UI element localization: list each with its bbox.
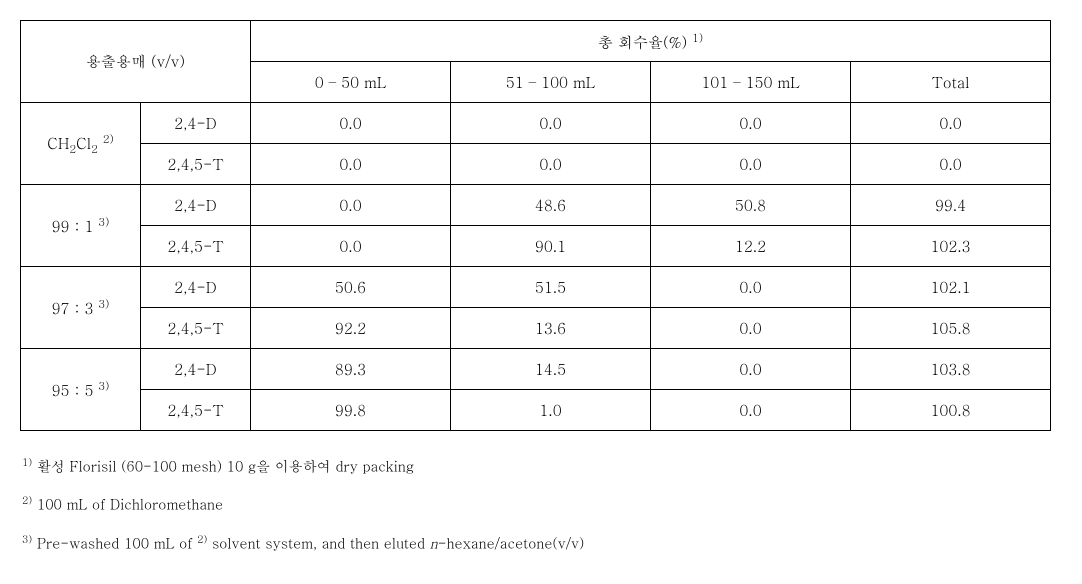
footnote-3-post: solvent system, and then eluted (207, 532, 429, 552)
footnote-1-text: 활성 Florisil (60-100 mesh) 10 g을 이용하여 dry… (32, 456, 414, 476)
value-cell-f2: 13.6 (451, 308, 651, 349)
value-cell-f1: 0.0 (251, 226, 451, 267)
solvent-sup: 3) (98, 296, 109, 312)
value-cell-f3: 0.0 (651, 390, 851, 431)
compound-cell: 2,4-D (141, 349, 251, 390)
value-cell-total: 102.3 (851, 226, 1051, 267)
footnote-3-tail: -hexane/acetone(v/v) (438, 532, 585, 552)
value-cell-f2: 1.0 (451, 390, 651, 431)
value-cell-total: 100.8 (851, 390, 1051, 431)
compound-cell: 2,4-D (141, 185, 251, 226)
value-cell-f3: 12.2 (651, 226, 851, 267)
footnote-3-mid-sup: 2) (197, 531, 207, 546)
footnote-3: 3) Pre-washed 100 mL of 2) solvent syste… (22, 526, 1062, 560)
header-solvent: 용출용매 (v/v) (21, 21, 251, 103)
footnote-2-sup: 2) (22, 492, 32, 507)
value-cell-f3: 0.0 (651, 349, 851, 390)
value-cell-total: 105.8 (851, 308, 1051, 349)
value-cell-f1: 89.3 (251, 349, 451, 390)
solvent-label: 99 : 1 (52, 216, 99, 237)
footnote-3-pre: Pre-washed 100 mL of (32, 532, 197, 552)
value-cell-f3: 50.8 (651, 185, 851, 226)
solvent-cell: 97 : 3 3) (21, 267, 141, 349)
value-cell-total: 99.4 (851, 185, 1051, 226)
solvent-sup: 3) (98, 214, 109, 230)
value-cell-f2: 90.1 (451, 226, 651, 267)
value-cell-total: 0.0 (851, 103, 1051, 144)
header-fraction-1: 0 – 50 mL (251, 62, 451, 103)
value-cell-f3: 0.0 (651, 144, 851, 185)
recovery-table: 용출용매 (v/v)총 회수율(%) 1)0 – 50 mL51 – 100 m… (20, 20, 1051, 431)
header-fraction-3: 101 – 150 mL (651, 62, 851, 103)
footnote-2: 2) 100 mL of Dichloromethane (22, 487, 1062, 521)
compound-cell: 2,4,5-T (141, 226, 251, 267)
solvent-label: 97 : 3 (52, 298, 99, 319)
value-cell-f1: 99.8 (251, 390, 451, 431)
value-cell-f1: 92.2 (251, 308, 451, 349)
solvent-cell: 95 : 5 3) (21, 349, 141, 431)
footnote-3-sup: 3) (22, 531, 32, 546)
value-cell-f1: 0.0 (251, 103, 451, 144)
value-cell-f1: 50.6 (251, 267, 451, 308)
compound-cell: 2,4-D (141, 103, 251, 144)
solvent-sup: 2) (103, 131, 114, 147)
footnote-2-text: 100 mL of Dichloromethane (32, 494, 223, 514)
value-cell-f1: 0.0 (251, 144, 451, 185)
compound-cell: 2,4-D (141, 267, 251, 308)
value-cell-f2: 14.5 (451, 349, 651, 390)
value-cell-total: 0.0 (851, 144, 1051, 185)
footnote-1-sup: 1) (22, 454, 32, 469)
header-fraction-2: 51 – 100 mL (451, 62, 651, 103)
header-total: Total (851, 62, 1051, 103)
compound-cell: 2,4,5-T (141, 390, 251, 431)
value-cell-total: 103.8 (851, 349, 1051, 390)
value-cell-f2: 0.0 (451, 144, 651, 185)
header-recovery-label: 총 회수율(%) (598, 32, 692, 53)
footnote-3-italic: n (430, 532, 438, 552)
solvent-sup: 3) (98, 378, 109, 394)
value-cell-f3: 0.0 (651, 267, 851, 308)
solvent-label: CH2Cl2 (47, 133, 103, 154)
value-cell-f3: 0.0 (651, 103, 851, 144)
value-cell-f1: 0.0 (251, 185, 451, 226)
solvent-label: 95 : 5 (52, 380, 99, 401)
solvent-cell: CH2Cl2 2) (21, 103, 141, 185)
footnote-1: 1) 활성 Florisil (60-100 mesh) 10 g을 이용하여 … (22, 449, 1062, 483)
value-cell-f2: 0.0 (451, 103, 651, 144)
value-cell-f2: 48.6 (451, 185, 651, 226)
value-cell-total: 102.1 (851, 267, 1051, 308)
header-recovery: 총 회수율(%) 1) (251, 21, 1051, 62)
header-recovery-sup: 1) (692, 30, 703, 46)
footnotes: 1) 활성 Florisil (60-100 mesh) 10 g을 이용하여 … (20, 449, 1062, 560)
value-cell-f2: 51.5 (451, 267, 651, 308)
solvent-cell: 99 : 1 3) (21, 185, 141, 267)
compound-cell: 2,4,5-T (141, 308, 251, 349)
value-cell-f3: 0.0 (651, 308, 851, 349)
compound-cell: 2,4,5-T (141, 144, 251, 185)
